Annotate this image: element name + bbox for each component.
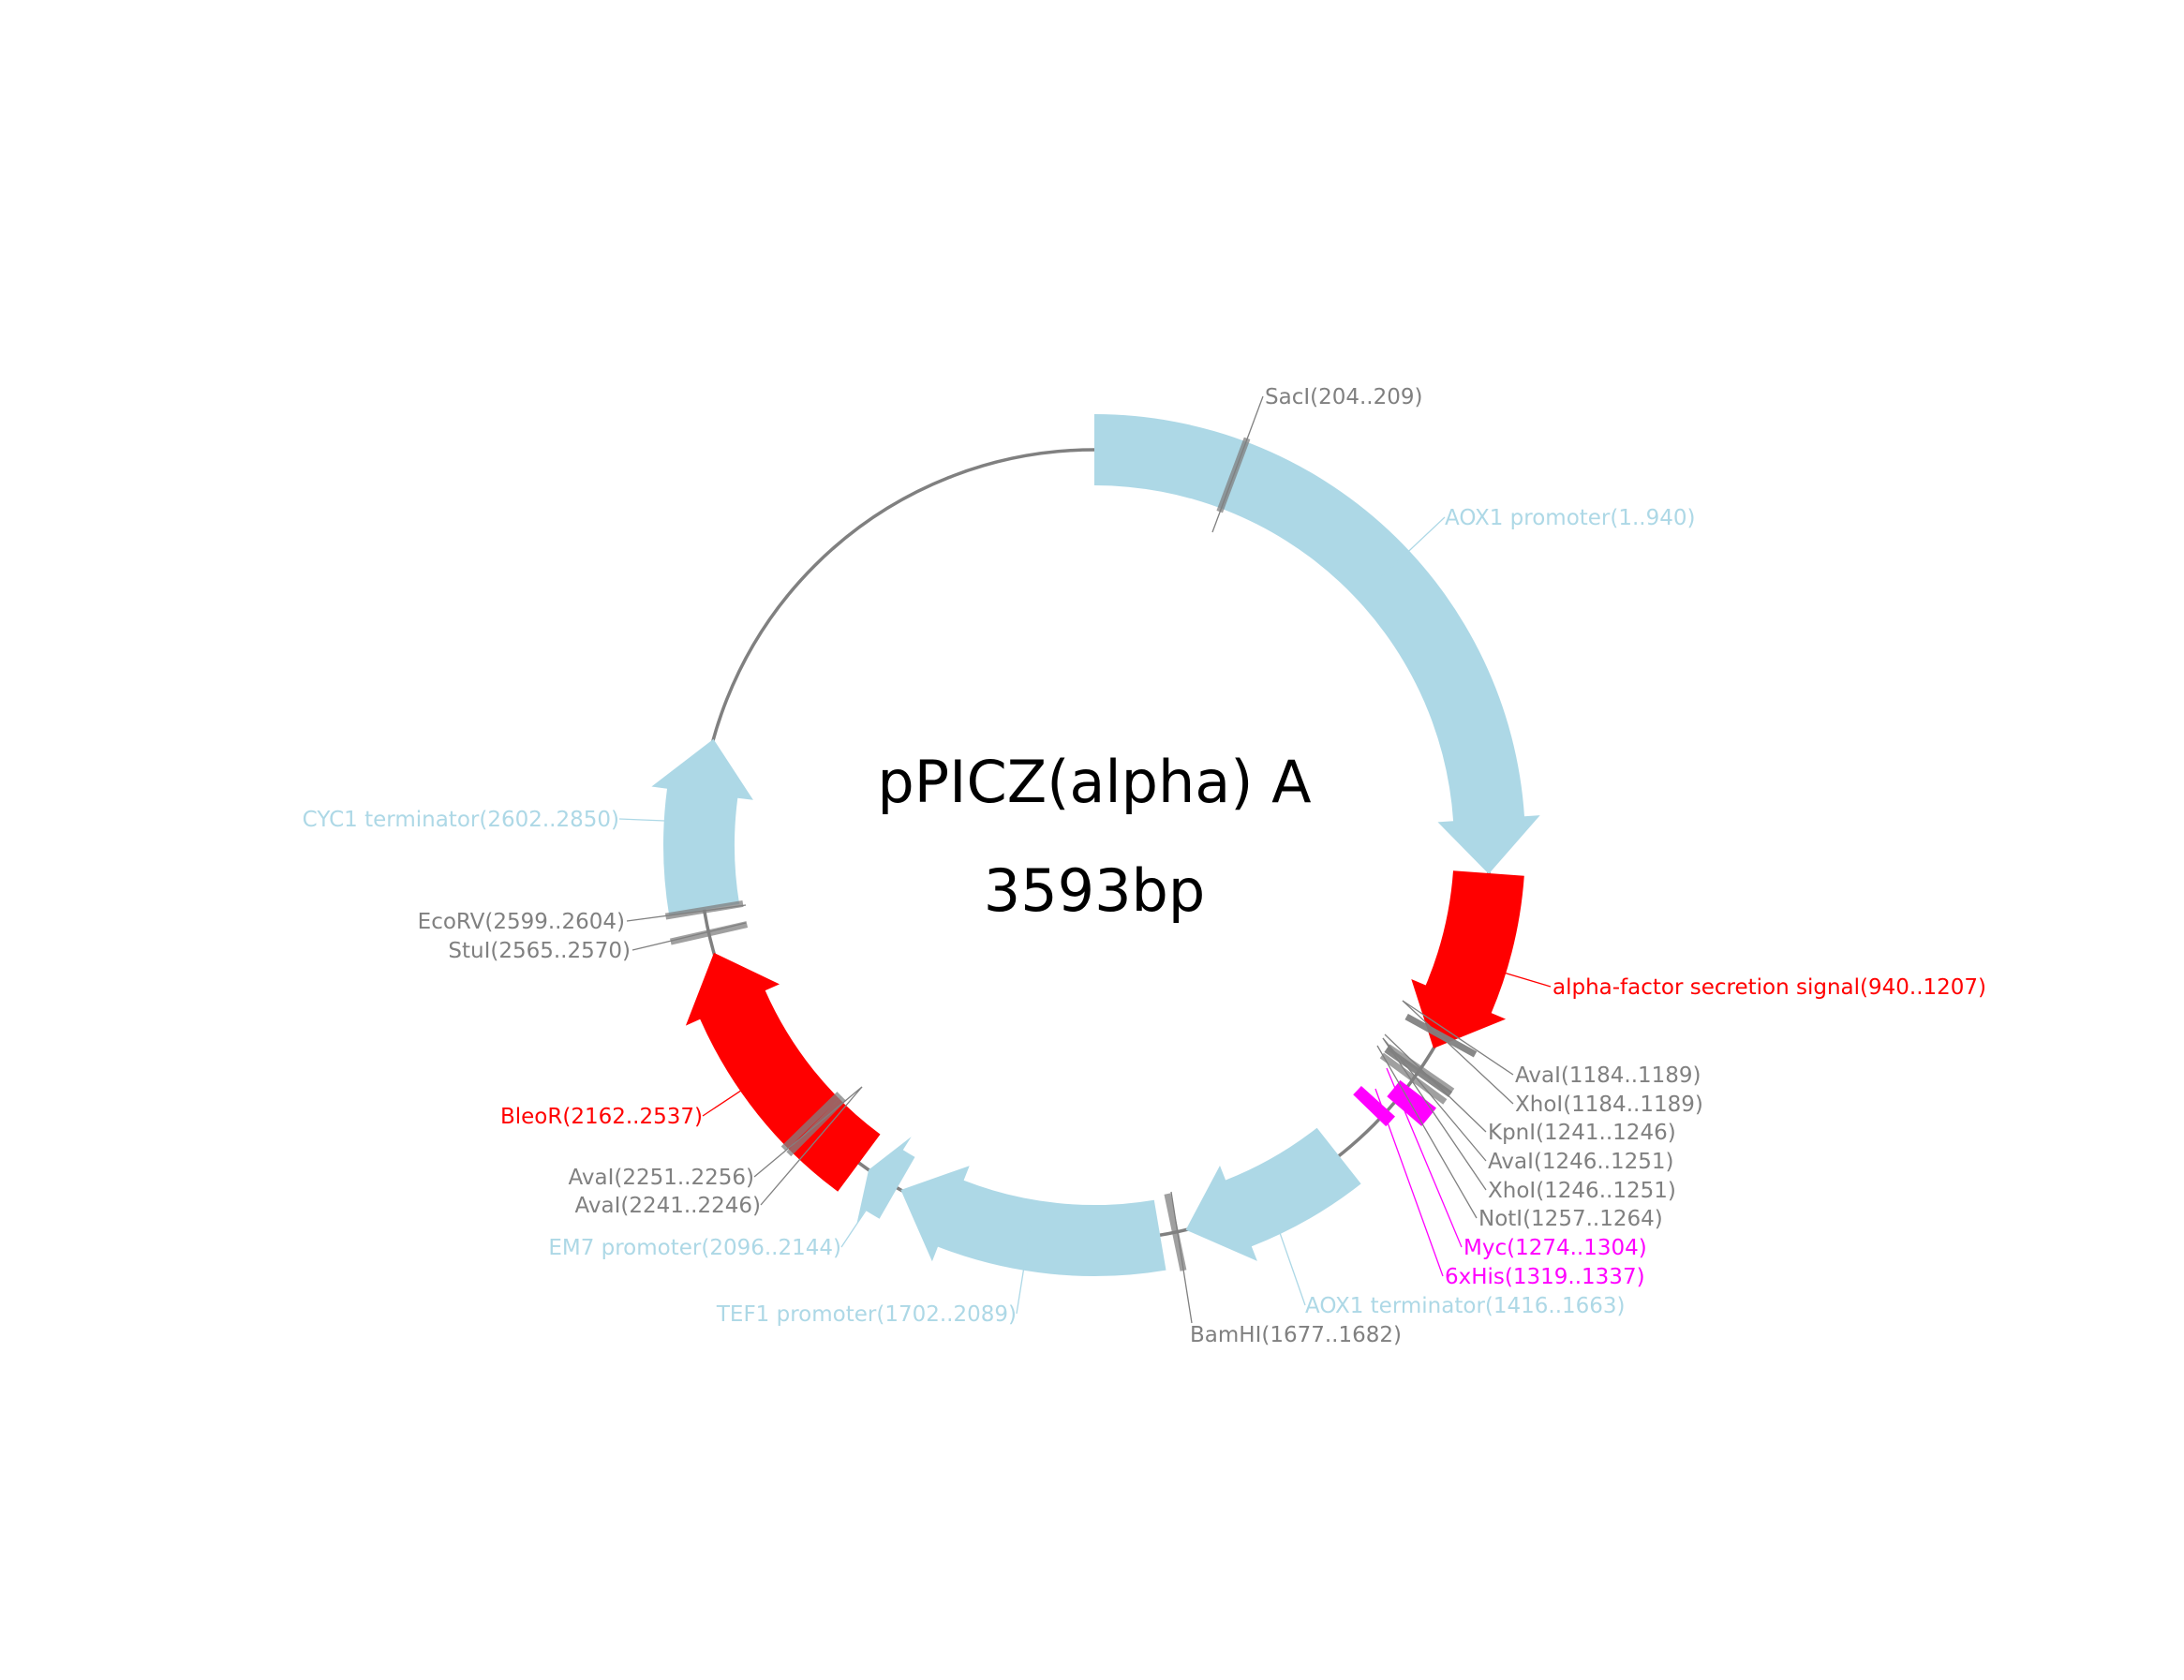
leader-ecorv <box>626 904 747 922</box>
label-kpni: KpnI(1241..1246) <box>1488 1121 1676 1145</box>
feature-cyc1-terminator <box>651 738 753 916</box>
feature-6xhis <box>1353 1086 1395 1127</box>
label-aval-1246: AvaI(1246..1251) <box>1488 1150 1674 1174</box>
site-noti <box>1379 1052 1448 1105</box>
label-stui: StuI(2565..2570) <box>448 939 631 963</box>
feature-layer <box>651 414 1540 1276</box>
label-myc: Myc(1274..1304) <box>1463 1236 1647 1260</box>
label-aval-1184: AvaI(1184..1189) <box>1515 1063 1701 1088</box>
label-aval-2241: AvaI(2241..2246) <box>574 1194 761 1218</box>
feature-alpha-factor <box>1411 870 1524 1048</box>
label-layer: AOX1 promoter(1..940) alpha-factor secret… <box>303 385 1986 1347</box>
leader-aval-2241 <box>760 1086 863 1206</box>
leader-noti <box>1376 1045 1478 1219</box>
label-bamhi: BamHI(1677..1682) <box>1190 1323 1402 1347</box>
leader-cyc1-terminator <box>618 818 711 824</box>
label-tef1-promoter: TEF1 promoter(1702..2089) <box>716 1302 1017 1327</box>
site-aval-2241 <box>786 1095 847 1157</box>
leader-myc <box>1386 1067 1463 1248</box>
plasmid-size: 3593bp <box>984 856 1206 925</box>
leader-xhoi-1246 <box>1382 1037 1487 1191</box>
label-alpha-factor: alpha-factor secretion signal(940..1207) <box>1553 975 1986 1000</box>
label-saci: SacI(204..209) <box>1265 385 1423 409</box>
leader-aval-1184 <box>1402 1000 1514 1076</box>
feature-bleor <box>685 952 881 1192</box>
label-xhoi-1184: XhoI(1184..1189) <box>1515 1093 1703 1117</box>
label-cyc1-terminator: CYC1 terminator(2602..2850) <box>303 808 619 832</box>
feature-myc <box>1387 1079 1436 1126</box>
site-stui <box>670 921 749 945</box>
feature-aox1-terminator <box>1185 1127 1361 1261</box>
leader-alpha-factor <box>1459 959 1552 988</box>
label-noti: NotI(1257..1264) <box>1478 1207 1663 1231</box>
leader-aox1-terminator <box>1264 1189 1306 1306</box>
leader-layer <box>618 395 1552 1324</box>
leader-aval-2251 <box>753 1086 863 1178</box>
leader-bleor <box>702 1065 779 1117</box>
label-aval-2251: AvaI(2251..2256) <box>568 1166 754 1190</box>
leader-tef1-promoter <box>1016 1225 1032 1315</box>
leader-stui <box>631 922 747 951</box>
leader-kpni <box>1384 1033 1487 1133</box>
label-bleor: BleoR(2162..2537) <box>500 1105 703 1129</box>
feature-aox1-promoter <box>1094 414 1540 874</box>
site-aval-2251 <box>780 1092 842 1152</box>
leader-xhoi-1184 <box>1402 1000 1514 1105</box>
label-aox1-terminator: AOX1 terminator(1416..1663) <box>1305 1294 1626 1318</box>
site-bamhi <box>1164 1193 1187 1271</box>
leader-aval-1246 <box>1382 1037 1487 1162</box>
label-ecorv: EcoRV(2599..2604) <box>418 910 625 934</box>
leader-aox1-promoter <box>1378 516 1446 580</box>
leader-em7-promoter <box>840 1170 893 1248</box>
leader-saci <box>1211 395 1264 533</box>
leader-6xhis <box>1374 1088 1444 1277</box>
label-em7-promoter: EM7 promoter(2096..2144) <box>548 1236 841 1260</box>
feature-tef1-promoter <box>900 1166 1166 1276</box>
leader-bamhi <box>1170 1191 1193 1324</box>
label-xhoi-1246: XhoI(1246..1251) <box>1488 1179 1676 1203</box>
label-6xhis: 6xHis(1319..1337) <box>1445 1265 1645 1289</box>
plasmid-name: pPICZ(alpha) A <box>877 748 1311 816</box>
label-aox1-promoter: AOX1 promoter(1..940) <box>1445 506 1696 530</box>
